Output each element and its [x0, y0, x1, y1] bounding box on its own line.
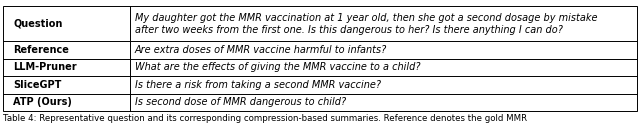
Text: Is second dose of MMR dangerous to child?: Is second dose of MMR dangerous to child…: [135, 97, 346, 107]
Text: My daughter got the MMR vaccination at 1 year old, then she got a second dosage : My daughter got the MMR vaccination at 1…: [135, 13, 598, 35]
Text: Are extra doses of MMR vaccine harmful to infants?: Are extra doses of MMR vaccine harmful t…: [135, 45, 387, 55]
Text: Is there a risk from taking a second MMR vaccine?: Is there a risk from taking a second MMR…: [135, 80, 381, 90]
Text: SliceGPT: SliceGPT: [13, 80, 61, 90]
Text: Table 4: Representative question and its corresponding compression-based summari: Table 4: Representative question and its…: [3, 114, 527, 122]
Text: What are the effects of giving the MMR vaccine to a child?: What are the effects of giving the MMR v…: [135, 62, 420, 72]
Text: ATP (Ours): ATP (Ours): [13, 97, 72, 107]
Text: LLM-Pruner: LLM-Pruner: [13, 62, 77, 72]
Text: Reference: Reference: [13, 45, 69, 55]
Bar: [3, 6, 637, 111]
Text: Question: Question: [13, 19, 63, 29]
